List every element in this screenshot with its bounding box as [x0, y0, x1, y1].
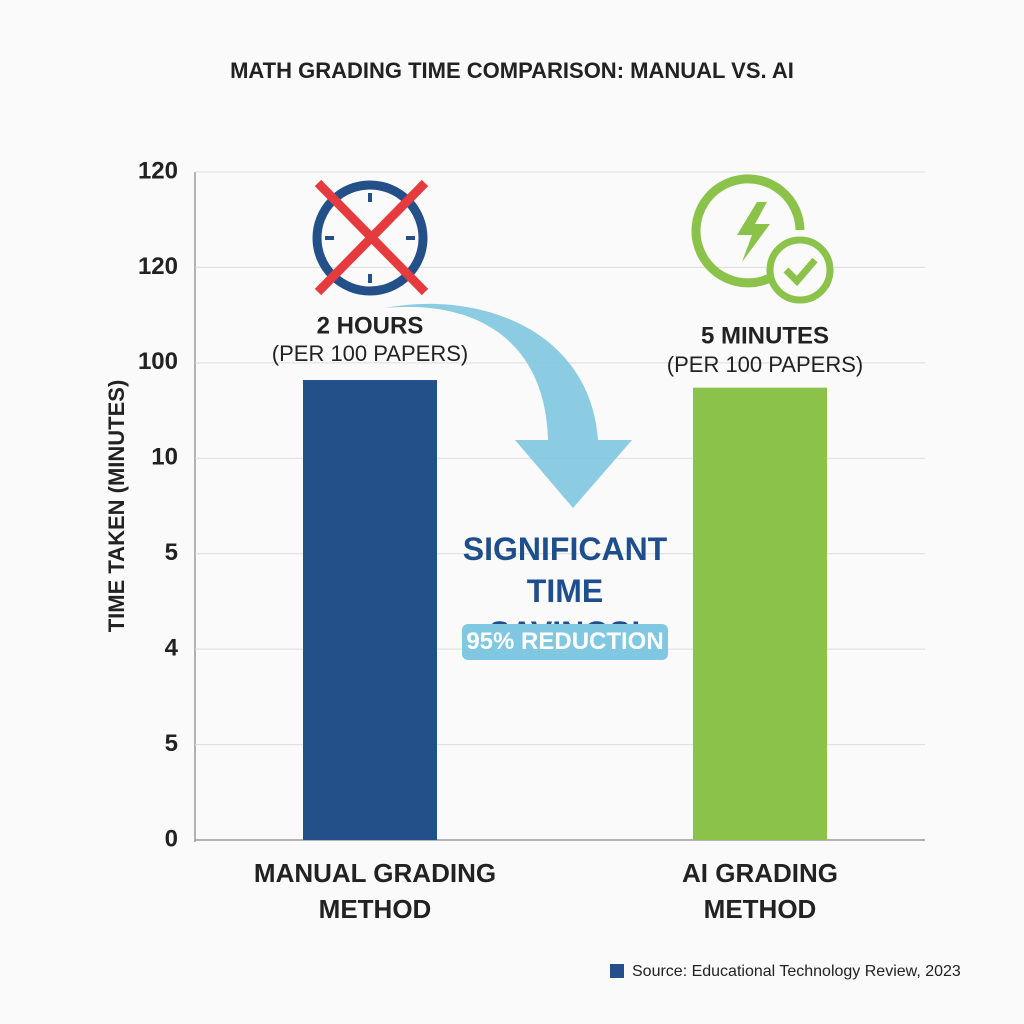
bar: [693, 387, 827, 840]
annotation-badge: 95% REDUCTION: [462, 624, 668, 660]
y-tick-label: 120: [138, 253, 178, 280]
annotation: (PER 100 PAPERS): [667, 352, 863, 377]
y-axis-label: TIME TAKEN (MINUTES): [104, 380, 129, 633]
y-tick-label: 10: [151, 444, 178, 471]
clock-icon: [312, 179, 429, 296]
y-tick-label: 4: [165, 634, 179, 661]
plot: 0 5 4 5 10 100 120 120: [138, 157, 925, 852]
y-tick-label: 120: [138, 157, 178, 184]
source: Source: Educational Technology Review, 2…: [632, 963, 961, 980]
y-tick-label: 0: [165, 825, 178, 852]
annotation: 2 HOURS: [317, 312, 424, 339]
ai-icon: [691, 174, 834, 304]
bar: [303, 380, 437, 840]
y-tick-label: 5: [165, 730, 178, 757]
annotation: (PER 100 PAPERS): [272, 341, 468, 366]
y-tick-label: 100: [138, 348, 178, 375]
savings-arrow: [385, 303, 632, 508]
x-tick-label: AI GRADING METHOD: [682, 858, 838, 924]
y-tick-label: 5: [165, 539, 178, 566]
annotation: 5 MINUTES: [701, 322, 829, 349]
chart-title: MATH GRADING TIME COMPARISON: MANUAL VS.…: [230, 58, 794, 83]
x-tick-label: MANUAL GRADING METHOD: [253, 858, 497, 924]
source-marker: [610, 964, 624, 978]
